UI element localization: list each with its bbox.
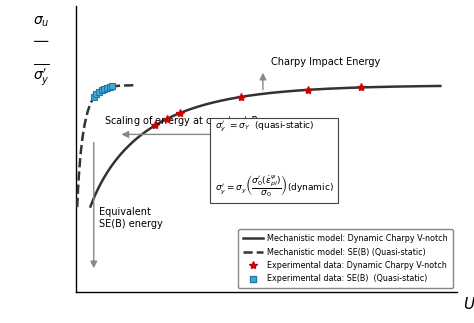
Text: $\sigma_u$: $\sigma_u$ (33, 14, 49, 28)
Text: Charpy Impact Energy: Charpy Impact Energy (271, 57, 381, 67)
Text: Equivalent
SE(B) energy: Equivalent SE(B) energy (99, 207, 163, 229)
Text: Scaling of energy at constant $P_f$: Scaling of energy at constant $P_f$ (104, 114, 262, 128)
Text: $\overline{\sigma_y^{\prime}}$: $\overline{\sigma_y^{\prime}}$ (33, 63, 50, 88)
X-axis label: U: U (463, 297, 474, 312)
Text: $\sigma_y^{\prime}\ =\sigma_Y$  (quasi-static)

$\sigma_y^{\prime}=\sigma_y\left: $\sigma_y^{\prime}\ =\sigma_Y$ (quasi-st… (215, 120, 334, 199)
Legend: Mechanistic model: Dynamic Charpy V-notch, Mechanistic model: SE(B) (Quasi-stati: Mechanistic model: Dynamic Charpy V-notc… (238, 229, 453, 288)
